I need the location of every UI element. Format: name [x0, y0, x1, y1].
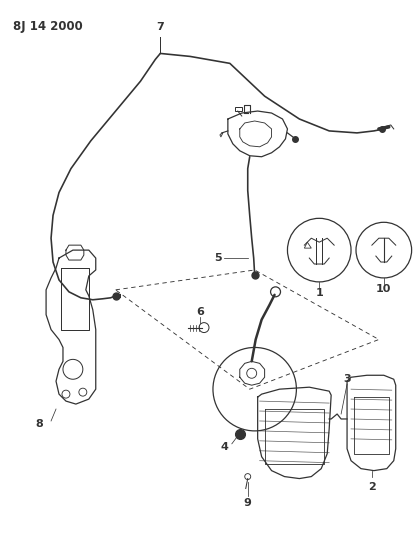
Text: 1: 1	[315, 288, 323, 298]
Text: 8J 14 2000: 8J 14 2000	[13, 20, 83, 33]
Text: 2: 2	[368, 481, 376, 491]
Text: 7: 7	[156, 21, 164, 31]
Text: 8: 8	[35, 419, 43, 429]
Text: 9: 9	[244, 498, 251, 508]
Text: 6: 6	[196, 306, 204, 317]
Text: 10: 10	[376, 284, 391, 294]
Text: 4: 4	[221, 442, 229, 452]
Text: 3: 3	[343, 374, 351, 384]
Text: 5: 5	[214, 253, 222, 263]
